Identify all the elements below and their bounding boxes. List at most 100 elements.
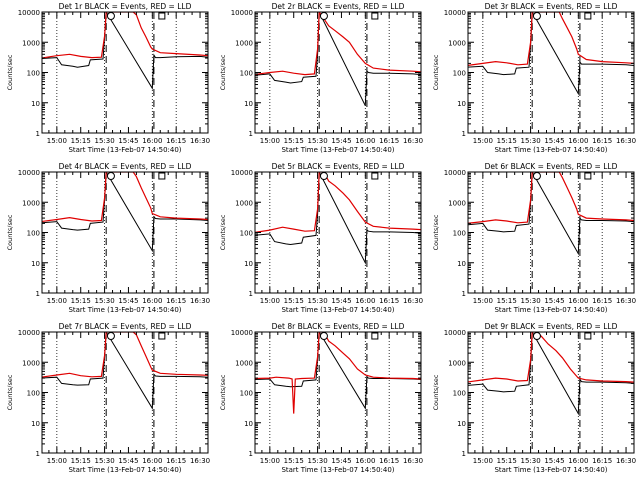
panel-5: 1 10 100 1000 10000 15:00 15:15 15:30 15:45 16:00… (219, 162, 423, 314)
plot-frame (41, 11, 209, 134)
y-tick-label: 10 (31, 100, 40, 108)
x-tick-label: 15:00 (260, 137, 280, 145)
x-tick-label: 16:15 (379, 457, 399, 465)
x-tick-label: 15:30 (94, 137, 114, 145)
x-tick-label: 15:00 (47, 297, 67, 305)
y-tick-label: 1 (249, 290, 253, 298)
x-tick-label: 15:45 (118, 137, 138, 145)
x-tick-label: 15:15 (284, 137, 304, 145)
y-tick-label: 10000 (231, 9, 253, 17)
series-events-line (42, 12, 208, 90)
square-marker (371, 172, 379, 180)
x-tick-label: 16:15 (166, 297, 186, 305)
y-tick-label: 1 (36, 450, 40, 458)
x-tick-label: 15:45 (331, 137, 351, 145)
x-tick-label: 15:00 (473, 297, 493, 305)
x-tick-label: 15:30 (520, 297, 540, 305)
x-tick-label: 16:15 (592, 297, 612, 305)
x-axis-label: Start Time (13-Feb-07 14:50:40) (68, 146, 181, 154)
y-tick-label: 100 (27, 390, 40, 398)
y-tick-label: 1000 (235, 39, 253, 47)
x-tick-label: 15:15 (284, 297, 304, 305)
y-tick-label: 1000 (448, 199, 466, 207)
x-axis-label: Start Time (13-Feb-07 14:50:40) (494, 466, 607, 474)
y-tick-label: 10000 (444, 329, 466, 337)
series-events-line (255, 172, 421, 265)
series-events-line (468, 172, 634, 256)
y-tick-label: 10 (244, 260, 253, 268)
square-marker (371, 332, 379, 340)
x-tick-label: 15:15 (71, 297, 91, 305)
y-axis-label: Counts/sec (219, 374, 227, 410)
panel-3: 1 10 100 1000 10000 15:00 15:15 15:30 15:45 16:00… (432, 2, 636, 154)
x-axis-label: Start Time (13-Feb-07 14:50:40) (281, 146, 394, 154)
y-tick-label: 1000 (22, 39, 40, 47)
x-tick-label: 16:30 (190, 137, 210, 145)
y-axis-label: Counts/sec (432, 374, 440, 410)
y-tick-label: 10 (244, 100, 253, 108)
square-marker (158, 12, 166, 20)
x-tick-label: 15:30 (520, 457, 540, 465)
y-tick-label: 10000 (444, 9, 466, 17)
circle-marker (532, 12, 541, 20)
x-axis-label: Start Time (13-Feb-07 14:50:40) (68, 466, 181, 474)
x-tick-label: 15:00 (260, 457, 280, 465)
series-lld-line (255, 172, 421, 233)
x-tick-label: 16:30 (403, 297, 423, 305)
y-tick-label: 10 (457, 260, 466, 268)
panel-7: 1 10 100 1000 10000 15:00 15:15 15:30 15:45 16:00… (6, 322, 210, 474)
y-tick-label: 10 (244, 420, 253, 428)
plot-frame (254, 11, 422, 134)
x-tick-label: 16:00 (142, 137, 162, 145)
x-tick-label: 15:00 (473, 137, 493, 145)
x-tick-label: 16:00 (142, 297, 162, 305)
panel-title: Det 7r BLACK = Events, RED = LLD (59, 322, 192, 331)
panel-6: 1 10 100 1000 10000 15:00 15:15 15:30 15:45 16:00… (432, 162, 636, 314)
x-tick-label: 15:15 (497, 297, 517, 305)
y-tick-label: 100 (27, 70, 40, 78)
x-tick-label: 15:00 (47, 137, 67, 145)
y-tick-label: 1000 (235, 199, 253, 207)
panel-8: 1 10 100 1000 10000 15:00 15:15 15:30 15:45 16:00… (219, 322, 423, 474)
series-lld-line (255, 332, 421, 414)
x-axis-label: Start Time (13-Feb-07 14:50:40) (281, 466, 394, 474)
circle-marker (106, 332, 115, 340)
circle-marker (319, 332, 328, 340)
x-tick-label: 15:15 (71, 137, 91, 145)
x-tick-label: 16:30 (403, 457, 423, 465)
y-tick-label: 100 (453, 390, 466, 398)
plot-frame (467, 11, 635, 134)
x-tick-label: 15:00 (473, 457, 493, 465)
x-tick-label: 16:15 (166, 457, 186, 465)
x-tick-label: 15:15 (497, 137, 517, 145)
y-tick-label: 10000 (18, 9, 40, 17)
y-tick-label: 10 (31, 420, 40, 428)
panel-9: 1 10 100 1000 10000 15:00 15:15 15:30 15:45 16:00… (432, 322, 636, 474)
x-tick-label: 16:00 (568, 457, 588, 465)
x-tick-label: 16:30 (616, 457, 636, 465)
x-tick-label: 15:45 (544, 297, 564, 305)
x-tick-label: 16:00 (568, 297, 588, 305)
y-axis-label: Counts/sec (432, 54, 440, 90)
square-marker (584, 332, 592, 340)
y-tick-label: 1000 (235, 359, 253, 367)
square-marker (584, 12, 592, 20)
circle-marker (319, 172, 328, 180)
y-tick-label: 1 (462, 450, 466, 458)
y-axis-label: Counts/sec (219, 214, 227, 250)
y-axis-label: Counts/sec (432, 214, 440, 250)
x-tick-label: 15:45 (118, 297, 138, 305)
square-marker (584, 172, 592, 180)
y-tick-label: 1000 (448, 39, 466, 47)
y-tick-label: 100 (240, 70, 253, 78)
square-marker (371, 12, 379, 20)
x-tick-label: 16:00 (142, 457, 162, 465)
circle-marker (319, 12, 328, 20)
x-tick-label: 16:30 (403, 137, 423, 145)
y-tick-label: 10000 (231, 329, 253, 337)
series-lld-line (42, 332, 208, 378)
series-events-line (468, 332, 634, 416)
square-marker (158, 172, 166, 180)
x-axis-label: Start Time (13-Feb-07 14:50:40) (494, 306, 607, 314)
x-tick-label: 16:30 (616, 137, 636, 145)
